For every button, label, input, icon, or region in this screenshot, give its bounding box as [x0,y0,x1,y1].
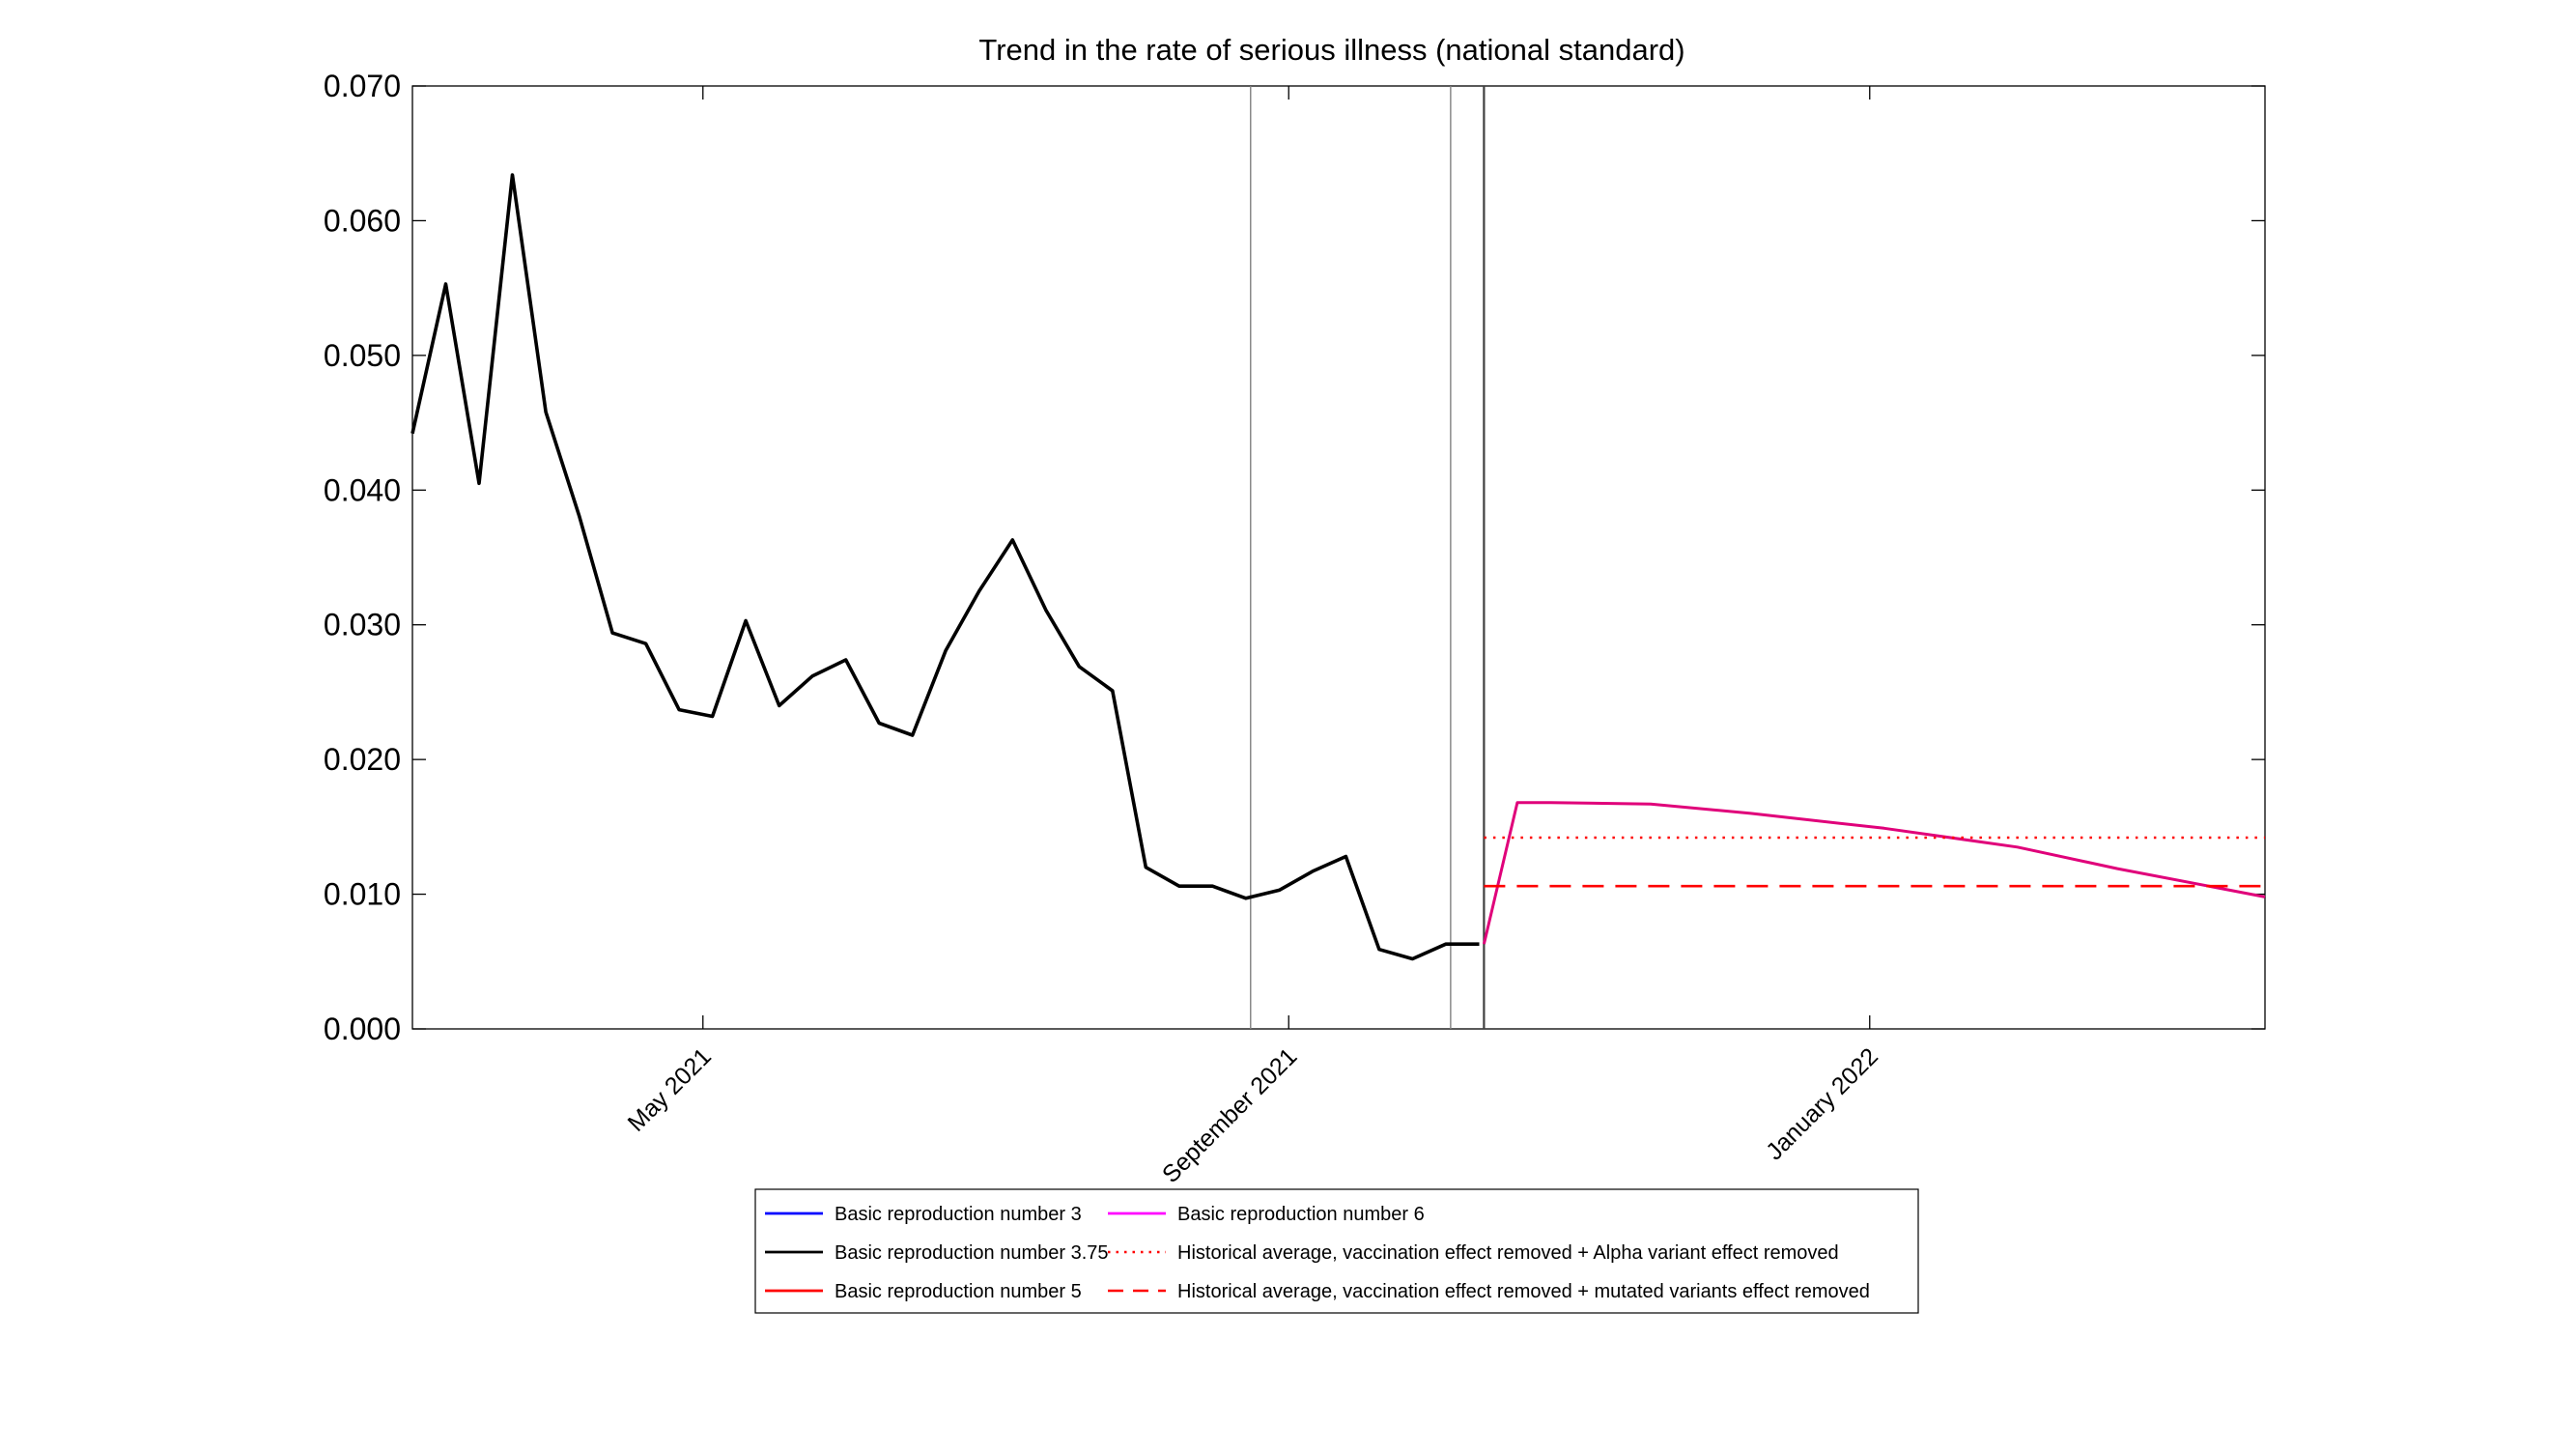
y-tick-label: 0.060 [324,203,401,238]
y-tick-label: 0.040 [324,472,401,507]
x-tick-label: September 2021 [1157,1042,1303,1188]
y-tick-label: 0.020 [324,742,401,777]
y-tick-label: 0.070 [324,69,401,103]
legend: Basic reproduction number 3 Basic reprodu… [755,1189,1918,1313]
x-tick-label: January 2022 [1761,1042,1883,1165]
chart-title: Trend in the rate of serious illness (na… [978,33,1684,67]
x-tick-label: May 2021 [623,1042,717,1136]
y-tick-label: 0.000 [324,1012,401,1046]
y-tick-label: 0.050 [324,338,401,373]
legend-label: Historical average, vaccination effect r… [1177,1281,1870,1302]
legend-label: Basic reproduction number 5 [835,1281,1082,1302]
y-tick-label: 0.010 [324,877,401,912]
series-line [1484,803,2265,944]
series-line [412,175,1480,959]
legend-label: Historical average, vaccination effect r… [1177,1242,1839,1264]
legend-label: Basic reproduction number 3.75 [835,1242,1109,1264]
legend-label: Basic reproduction number 3 [835,1204,1082,1225]
y-tick-label: 0.030 [324,608,401,642]
plot-frame [412,86,2265,1029]
plot-area: 0.000 0.010 0.020 0.030 0.040 0.050 0.060 0.070… [324,69,2265,1188]
legend-label: Basic reproduction number 6 [1177,1204,1425,1225]
